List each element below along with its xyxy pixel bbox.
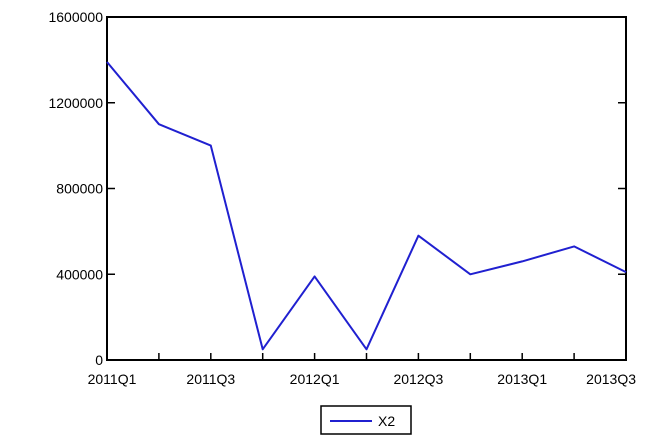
x-axis: 2011Q1 2011Q3 2012Q1 2012Q3 2013Q1 2013Q3: [88, 353, 636, 387]
x-tick-label: 2013Q1: [497, 371, 547, 387]
y-tick-label: 400000: [56, 266, 103, 282]
plot-frame: [106, 16, 627, 361]
x-tick-label: 2011Q3: [186, 371, 235, 387]
y-tick-label: 1600000: [48, 9, 103, 25]
y-axis: 0 400000 800000 1200000 1600000: [48, 9, 626, 368]
x-tick-label: 2013Q3: [586, 371, 636, 387]
legend-label-x2: X2: [378, 413, 395, 429]
legend: X2: [320, 405, 412, 435]
x-tick-label: 2012Q3: [393, 371, 443, 387]
series-group: [106, 61, 627, 351]
plot-area: [106, 16, 627, 361]
y-tick-label: 800000: [56, 181, 103, 197]
x-tick-label: 2011Q1: [88, 371, 137, 387]
y-tick-label: 1200000: [48, 95, 103, 111]
y-tick-label: 0: [95, 352, 103, 368]
x-tick-label: 2012Q1: [290, 371, 340, 387]
series-line-x2: [106, 61, 627, 351]
